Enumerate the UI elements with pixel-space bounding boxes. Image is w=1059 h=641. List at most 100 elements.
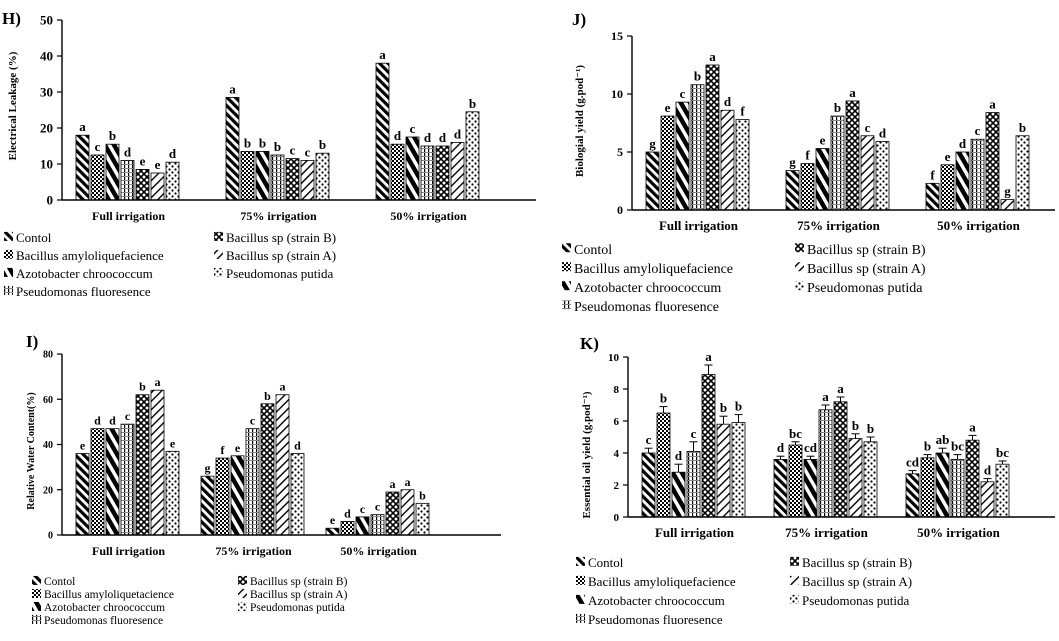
bar-label: b bbox=[139, 380, 146, 394]
legend-swatch bbox=[576, 556, 585, 566]
bar bbox=[785, 170, 800, 211]
x-ticks: Full irrigation 75% irrigation 50% irrigat… bbox=[655, 525, 1001, 540]
bar-label: d bbox=[439, 130, 447, 145]
legend-swatch bbox=[32, 575, 41, 585]
bar bbox=[150, 172, 165, 201]
y-tick-label: 50 bbox=[40, 13, 53, 28]
legend-item: Azotobacter chroococcum bbox=[32, 601, 165, 614]
bar bbox=[415, 502, 430, 536]
bar bbox=[690, 84, 705, 211]
legend-label: Bacillus sp (strain A) bbox=[226, 248, 336, 263]
bar-label: d bbox=[675, 448, 683, 463]
legend-swatch bbox=[238, 588, 247, 598]
legend-label: Azotobacter chroococcum bbox=[16, 266, 153, 281]
y-tick-label: 0 bbox=[617, 203, 623, 217]
legend-item: Pseudomonas fluoresence bbox=[562, 300, 719, 315]
bar-label: bc bbox=[789, 426, 802, 441]
bar-label: b bbox=[735, 399, 742, 414]
legend-item: Bacillus amyloliquetacience bbox=[32, 588, 174, 601]
y-tick: 0 bbox=[48, 531, 62, 542]
x-tick-label: 50% irrigation bbox=[937, 218, 1020, 233]
legend-label: Pseudomonas fluoresence bbox=[588, 612, 723, 627]
legend-label: Bacillus sp (strain A) bbox=[807, 262, 926, 277]
y-axis-label: Relative Water Content(%) bbox=[26, 392, 37, 509]
legend-label: Azotobacter chroococcum bbox=[44, 602, 165, 614]
y-tick-label: 30 bbox=[40, 85, 53, 100]
bar bbox=[686, 450, 701, 518]
y-tick: 8 bbox=[614, 384, 628, 396]
bar-label: g bbox=[205, 461, 211, 475]
bar-label: f bbox=[740, 104, 745, 119]
bar-label: e bbox=[235, 441, 241, 455]
bar-label: g bbox=[789, 155, 796, 170]
y-tick-label: 40 bbox=[43, 440, 53, 451]
bar bbox=[120, 423, 135, 536]
legend-label: Pseudomonas fluoresence bbox=[574, 300, 719, 315]
x-tick-label: Full irrigation bbox=[655, 525, 735, 540]
legend-item: Bacillus sp (strain A) bbox=[790, 574, 912, 589]
bar-label: b bbox=[244, 135, 251, 150]
panel-label: I) bbox=[26, 332, 38, 351]
y-tick-label: 60 bbox=[43, 395, 53, 406]
x-tick-label: Full irrigation bbox=[659, 218, 739, 233]
bar bbox=[788, 444, 803, 518]
bar-label: a bbox=[969, 419, 976, 434]
bar-label: a bbox=[989, 97, 996, 112]
bar-label: e bbox=[945, 149, 951, 164]
bar-label: d bbox=[294, 439, 301, 453]
bar-label: a bbox=[390, 477, 396, 491]
y-tick: 0 bbox=[614, 512, 628, 524]
bars bbox=[645, 64, 1030, 211]
bar bbox=[980, 481, 995, 518]
bar bbox=[290, 453, 305, 536]
bar-label: ab bbox=[936, 432, 950, 447]
legend-swatch bbox=[562, 300, 571, 310]
bar-label: d bbox=[879, 126, 887, 141]
bar bbox=[75, 134, 90, 201]
x-tick-label: 75% irrigation bbox=[240, 209, 317, 223]
legend-swatch bbox=[32, 614, 41, 624]
y-axis-label: Electrical Leakage (%) bbox=[7, 51, 19, 160]
legend-swatch bbox=[32, 601, 41, 611]
legend-item: Pseudomonas fluoresence bbox=[576, 612, 723, 627]
bar-label: c bbox=[410, 121, 416, 136]
bar-label: c bbox=[680, 86, 686, 101]
y-tick-label: 15 bbox=[611, 29, 623, 43]
bar bbox=[450, 141, 465, 201]
panel-label: J) bbox=[572, 10, 586, 29]
legend-item: Pseudomonas putida bbox=[795, 281, 923, 296]
bar bbox=[90, 428, 105, 536]
bar bbox=[230, 455, 245, 536]
bar-label: bc bbox=[996, 445, 1009, 460]
y-axis-label: Biologial yield (g.pod⁻¹) bbox=[574, 65, 586, 177]
legend-swatch bbox=[790, 575, 799, 585]
y-tick: 2 bbox=[614, 480, 628, 492]
legend-label: Pseudomonas fluoresence bbox=[16, 284, 151, 299]
bar bbox=[1015, 135, 1030, 211]
bar bbox=[120, 159, 135, 201]
legend-swatch bbox=[562, 281, 571, 291]
bar bbox=[270, 154, 285, 201]
bar-label: b bbox=[319, 137, 326, 152]
legend-j: Contol Bacillus sp (strain B) Bacillus amy… bbox=[562, 243, 926, 315]
bar bbox=[645, 151, 660, 211]
bar-label: a bbox=[709, 49, 716, 64]
bar-label: d bbox=[454, 126, 462, 141]
y-tick: 10 bbox=[40, 157, 62, 172]
bar bbox=[705, 64, 720, 211]
legend-swatch bbox=[790, 594, 799, 604]
legend-item: Pseudomonas putida bbox=[790, 593, 909, 608]
y-tick-label: 0 bbox=[614, 512, 620, 524]
y-tick: 0 bbox=[47, 193, 62, 208]
bar bbox=[375, 62, 390, 201]
bar bbox=[75, 453, 90, 536]
bar-label: d bbox=[959, 136, 967, 151]
bar bbox=[435, 145, 450, 201]
bar-label: e bbox=[170, 436, 176, 450]
y-tick: 4 bbox=[614, 448, 628, 460]
bar bbox=[920, 457, 935, 518]
legend-swatch bbox=[32, 588, 41, 598]
